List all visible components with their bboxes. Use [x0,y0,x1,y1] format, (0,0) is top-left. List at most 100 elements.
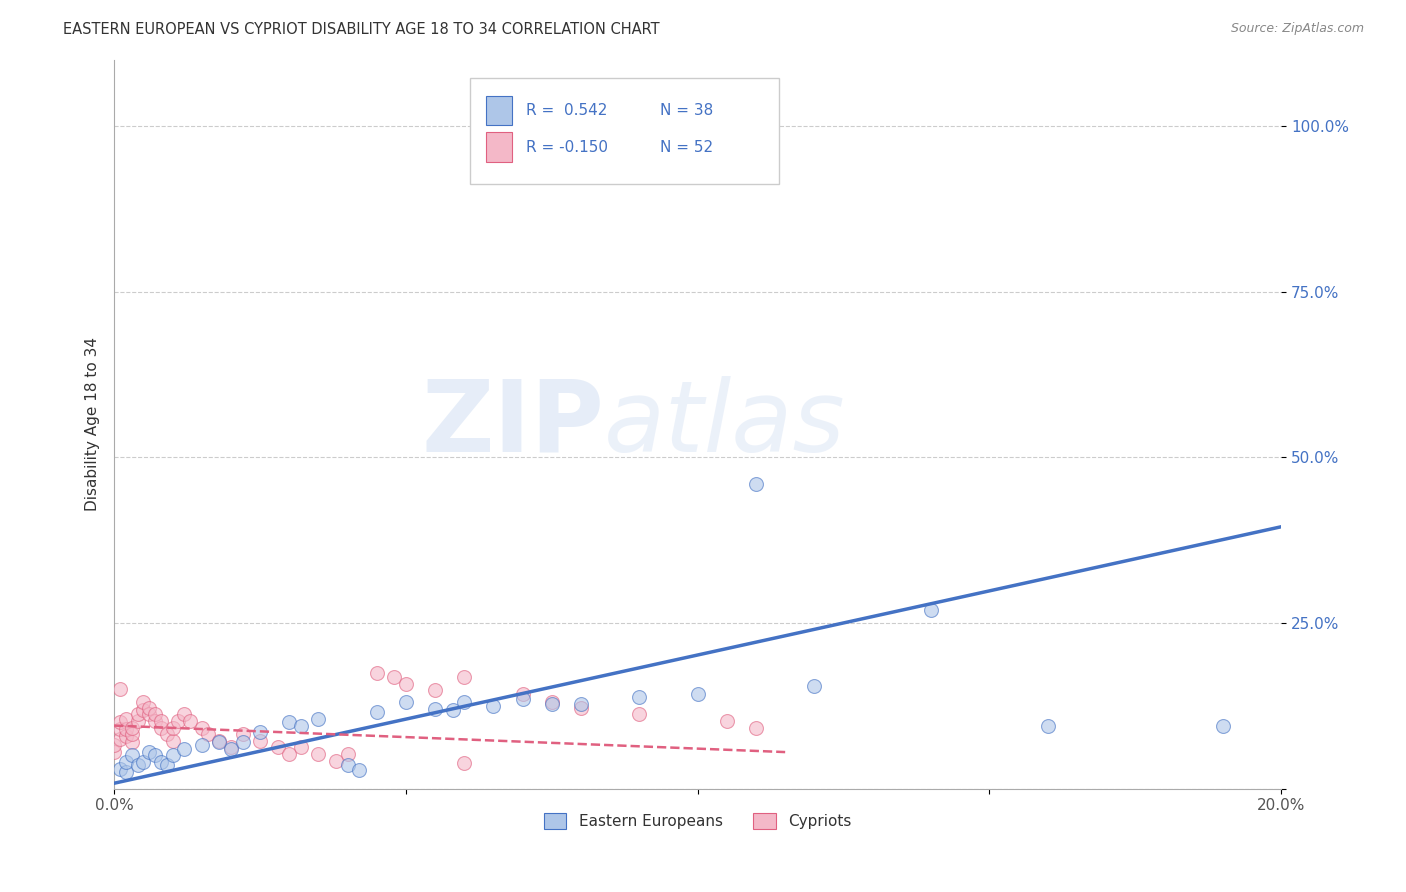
Point [173,707,195,722]
Point [249,725,271,739]
Point [156,727,179,741]
Point [156,758,179,772]
Point [108,722,131,736]
Point [103,745,125,759]
Point [482,698,505,713]
Point [395,695,418,709]
Point [716,714,738,728]
Point [149,714,172,728]
Point [920,602,942,616]
Text: R = -0.150: R = -0.150 [526,139,609,154]
Point [108,682,131,697]
Point [336,747,359,761]
Point [127,758,149,772]
Text: R =  0.542: R = 0.542 [526,103,607,118]
Point [686,687,709,701]
Point [628,707,651,722]
Point [423,702,446,716]
Text: Source: ZipAtlas.com: Source: ZipAtlas.com [1230,22,1364,36]
Point [132,755,155,769]
Point [108,762,131,776]
Y-axis label: Disability Age 18 to 34: Disability Age 18 to 34 [86,337,100,511]
Point [208,735,231,749]
Point [190,739,212,753]
Text: atlas: atlas [605,376,846,473]
Point [278,747,301,761]
Point [232,727,254,741]
Point [540,695,562,709]
Point [453,695,475,709]
Point [143,748,166,763]
Point [349,763,371,777]
Point [132,695,155,709]
Point [745,476,768,491]
Point [115,729,138,743]
Point [121,721,143,735]
Point [336,758,359,772]
Point [512,688,534,702]
Point [121,748,143,763]
Point [1036,718,1059,732]
Point [115,764,138,779]
Point [290,718,312,732]
Point [143,714,166,728]
Point [278,715,301,730]
Point [179,714,201,728]
Point [103,739,125,753]
Point [453,670,475,684]
Text: N = 52: N = 52 [661,139,713,154]
Point [167,714,190,728]
Point [197,727,219,741]
Point [219,740,242,755]
Point [423,683,446,698]
Point [307,712,329,726]
Point [173,741,195,756]
Point [138,745,160,759]
Point [108,715,131,730]
Point [143,707,166,722]
Point [512,692,534,706]
Bar [486,133,512,161]
Point [138,707,160,722]
FancyBboxPatch shape [470,78,779,184]
Point [162,734,184,748]
Point [307,747,329,761]
Point [441,703,464,717]
Point [121,735,143,749]
Point [149,755,172,769]
Point [569,697,592,711]
Point [290,740,312,755]
Point [325,754,347,768]
Text: EASTERN EUROPEAN VS CYPRIOT DISABILITY AGE 18 TO 34 CORRELATION CHART: EASTERN EUROPEAN VS CYPRIOT DISABILITY A… [63,22,659,37]
Point [219,741,242,756]
Point [569,700,592,714]
Point [162,721,184,735]
Point [366,706,388,720]
Point [382,670,405,684]
Point [138,700,160,714]
Point [249,734,271,748]
Point [395,677,418,691]
Point [232,735,254,749]
Legend: Eastern Europeans, Cypriots: Eastern Europeans, Cypriots [537,807,858,836]
Point [162,748,184,763]
Point [132,703,155,717]
Point [266,740,288,755]
Point [366,665,388,680]
Point [127,714,149,728]
Text: ZIP: ZIP [422,376,605,473]
Point [127,707,149,722]
Point [540,697,562,711]
Point [115,722,138,736]
Point [115,755,138,769]
Point [208,734,231,748]
Point [149,721,172,735]
Point [121,727,143,741]
Bar [486,96,512,125]
Point [190,721,212,735]
Point [453,756,475,771]
Point [803,679,825,693]
Point [628,690,651,704]
Point [1212,718,1234,732]
Point [745,721,768,735]
